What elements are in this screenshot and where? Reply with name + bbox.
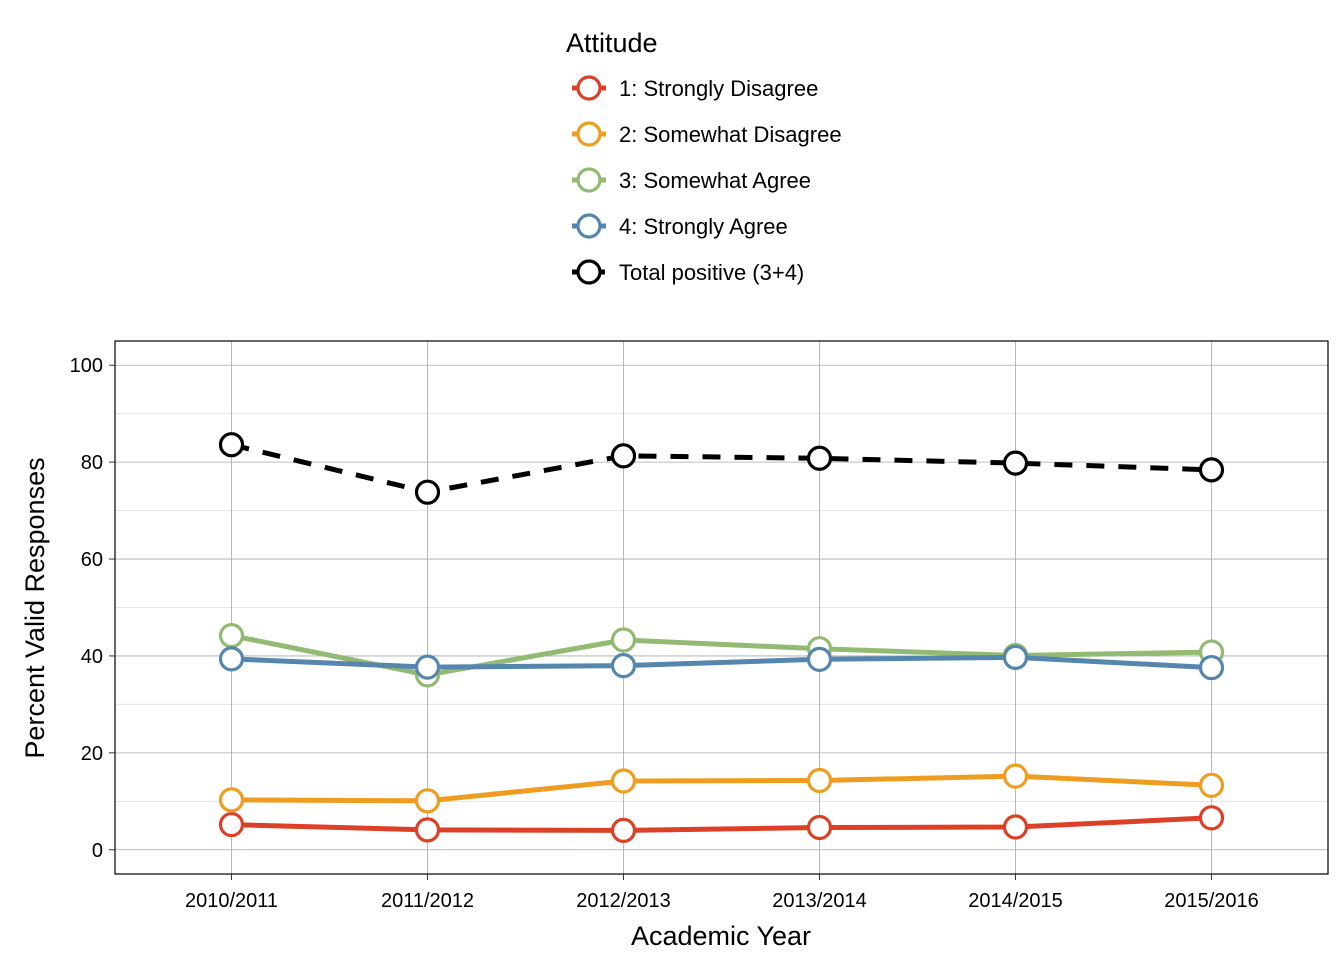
legend-item: 3: Somewhat Agree [572, 167, 811, 193]
series-line-4 [231, 654, 1212, 671]
legend-title: Attitude [566, 28, 658, 58]
legend-item: 4: Strongly Agree [572, 213, 788, 239]
y-tick-label: 20 [81, 743, 103, 765]
data-point [1002, 763, 1029, 789]
data-point [806, 767, 833, 794]
legend-key-marker [576, 213, 602, 239]
x-tick-label: 2010/2011 [185, 890, 278, 912]
x-tick-label: 2012/2013 [576, 890, 671, 912]
series-line-5 [230, 442, 1212, 495]
legend-key-marker [576, 259, 602, 285]
data-point [414, 479, 441, 505]
y-tick-label: 100 [70, 355, 103, 377]
x-axis: 2010/2011 2011/2012 2012/2013 2013/2014 2014… [185, 874, 1259, 912]
legend-label: 1: Strongly Disagree [619, 76, 818, 101]
data-point [610, 768, 637, 794]
legend-items: 1: Strongly Disagree 2: Somewhat Disagree… [572, 75, 842, 285]
data-point [1198, 772, 1225, 798]
legend-label: 4: Strongly Agree [619, 214, 788, 239]
legend-key-marker [576, 75, 602, 101]
y-tick-label: 80 [81, 452, 103, 474]
y-tick-label: 40 [81, 646, 103, 668]
series-line-3 [231, 633, 1212, 678]
x-tick-label: 2013/2014 [772, 890, 867, 912]
x-tick-label: 2011/2012 [381, 890, 474, 912]
x-tick-label: 2015/2016 [1164, 890, 1259, 912]
data-point [218, 432, 245, 458]
y-tick-label: 0 [92, 840, 103, 862]
legend-item: 2: Somewhat Disagree [572, 121, 842, 147]
legend-label: Total positive (3+4) [619, 260, 804, 285]
data-point [806, 814, 833, 841]
data-point [806, 445, 833, 471]
data-point [1198, 805, 1225, 831]
y-axis-title: Percent Valid Responses [20, 457, 50, 758]
series-line-1 [231, 815, 1212, 833]
data-point [610, 443, 637, 469]
y-tick-label: 60 [81, 549, 103, 571]
data-point [806, 646, 833, 672]
x-axis-title: Academic Year [631, 921, 811, 951]
data-point [610, 653, 637, 679]
legend: Attitude 1: Strongly Disagree 2: Somewhat… [566, 28, 842, 285]
legend-key-marker [576, 121, 602, 147]
data-point [414, 654, 441, 680]
legend-item: 1: Strongly Disagree [572, 75, 818, 101]
series-layer [218, 432, 1225, 843]
data-point [414, 817, 441, 843]
x-tick-label: 2014/2015 [968, 890, 1063, 912]
data-point [1002, 644, 1029, 671]
y-axis: 0 20 40 60 80 100 [70, 355, 115, 862]
plot-frame [114, 340, 1329, 875]
data-point [218, 811, 245, 838]
legend-label: 3: Somewhat Agree [619, 168, 811, 193]
plot-area [114, 340, 1329, 875]
legend-key-marker [576, 167, 602, 193]
series-line-2 [231, 773, 1212, 804]
data-point [218, 623, 245, 649]
data-point [414, 788, 441, 814]
series-points [218, 432, 1225, 843]
data-point [218, 646, 245, 672]
legend-item: Total positive (3+4) [572, 259, 804, 285]
series-lines [230, 442, 1212, 833]
data-point [218, 787, 245, 813]
data-point [1198, 457, 1225, 483]
data-point [610, 817, 637, 843]
data-point [1002, 450, 1029, 476]
legend-label: 2: Somewhat Disagree [619, 122, 842, 147]
data-point [1002, 814, 1029, 840]
data-point [610, 627, 637, 653]
data-point [1198, 654, 1225, 681]
